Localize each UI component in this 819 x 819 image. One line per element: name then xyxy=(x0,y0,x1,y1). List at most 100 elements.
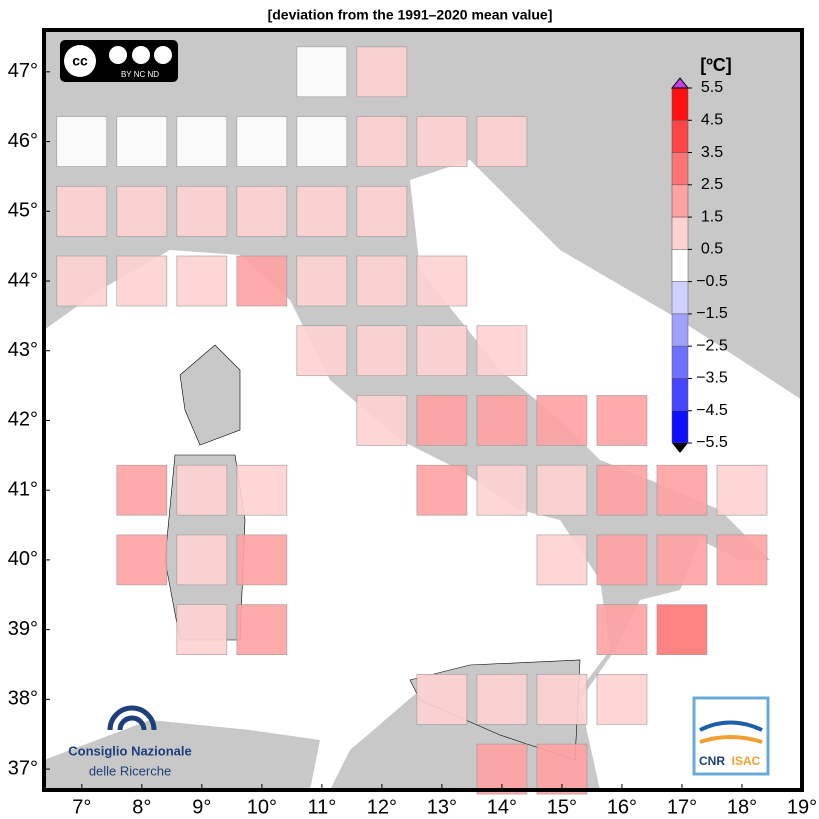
y-tick-label: 45° xyxy=(8,200,38,222)
x-tick-label: 18° xyxy=(727,796,757,818)
cell xyxy=(356,395,408,446)
isac-cnr: CNR xyxy=(699,754,725,768)
cell xyxy=(416,674,468,725)
cell xyxy=(116,185,168,237)
y-tick-label: 44° xyxy=(8,269,38,291)
cell xyxy=(356,255,408,307)
colorbar-label: 3.5 xyxy=(701,144,723,161)
cell xyxy=(656,464,708,516)
colorbar-label: −4.5 xyxy=(696,402,728,419)
colorbar-bin xyxy=(671,345,689,379)
cell xyxy=(236,185,288,237)
cell xyxy=(716,534,768,586)
cc-text: cc xyxy=(72,53,88,69)
cnr-logo: Consiglio Nazionale delle Ricerche xyxy=(68,705,192,778)
colorbar-bin xyxy=(671,87,689,121)
colorbar-bin xyxy=(671,184,689,218)
cell xyxy=(536,464,588,516)
cnr-line2: delle Ricerche xyxy=(89,763,171,778)
cell xyxy=(536,395,588,446)
colorbar-label: −0.5 xyxy=(696,273,728,290)
y-tick-label: 37° xyxy=(8,757,38,779)
x-tick-label: 17° xyxy=(667,796,697,818)
x-tick-label: 14° xyxy=(487,796,517,818)
cell xyxy=(116,116,168,167)
cell xyxy=(416,395,468,446)
y-tick-label: 38° xyxy=(8,688,38,710)
colorbar-bin xyxy=(671,313,689,347)
cnr-line1: Consiglio Nazionale xyxy=(68,743,192,758)
cell xyxy=(656,604,708,655)
colorbar-bin xyxy=(671,249,689,282)
cell xyxy=(596,674,648,725)
isac-text: ISAC xyxy=(732,754,761,768)
cell xyxy=(236,534,288,586)
y-tick-label: 47° xyxy=(8,60,38,82)
x-tick-label: 11° xyxy=(307,796,336,818)
colorbar-label: −2.5 xyxy=(696,337,728,354)
frame xyxy=(42,28,804,792)
cell xyxy=(416,464,468,516)
colorbar-bin xyxy=(671,410,689,444)
isac-logo: CNR ISAC xyxy=(692,696,770,776)
cell xyxy=(716,464,768,516)
cell xyxy=(116,255,168,307)
y-tick-label: 42° xyxy=(8,409,38,431)
x-tick-label: 9° xyxy=(192,796,211,818)
colorbar-title: [ºC] xyxy=(700,55,732,75)
cell xyxy=(596,464,648,516)
cell xyxy=(476,395,528,446)
title: [deviation from the 1991–2020 mean value… xyxy=(268,7,553,23)
cell xyxy=(176,255,228,307)
x-tick-label: 13° xyxy=(427,796,457,818)
colorbar-label: 1.5 xyxy=(701,208,723,225)
cell xyxy=(476,674,528,725)
cell xyxy=(416,116,468,167)
cell xyxy=(296,185,348,237)
north-africa xyxy=(44,720,320,790)
cell xyxy=(116,534,168,586)
cell xyxy=(56,255,108,307)
y-tick-label: 46° xyxy=(8,130,38,152)
cells xyxy=(56,46,768,795)
colorbar-label: −3.5 xyxy=(696,370,728,387)
cell xyxy=(536,534,588,586)
cc-logo: cc BY NC ND xyxy=(60,40,178,82)
cell xyxy=(596,395,648,446)
cell xyxy=(176,604,228,655)
cell xyxy=(416,255,468,307)
cell xyxy=(176,464,228,516)
colorbar-bin xyxy=(671,120,689,153)
cell xyxy=(176,185,228,237)
x-tick-label: 19° xyxy=(787,796,817,818)
y-tick-label: 39° xyxy=(8,618,38,640)
cell xyxy=(536,674,588,725)
cell xyxy=(356,46,408,98)
cell xyxy=(476,116,528,167)
colorbar-bin xyxy=(671,152,689,186)
y-tick-label: 41° xyxy=(8,478,38,500)
cell xyxy=(596,604,648,655)
cell xyxy=(116,464,168,516)
cell xyxy=(656,534,708,586)
cell xyxy=(56,116,108,167)
cell xyxy=(236,116,288,167)
cell xyxy=(416,325,468,377)
cell xyxy=(296,116,348,167)
cell xyxy=(296,46,348,98)
colorbar-bin xyxy=(671,281,689,315)
cell xyxy=(236,464,288,516)
cell xyxy=(176,116,228,167)
colorbar-label: 2.5 xyxy=(701,176,723,193)
cell xyxy=(356,116,408,167)
colorbar-label: 5.5 xyxy=(701,79,723,96)
cell xyxy=(236,255,288,307)
y-tick-label: 40° xyxy=(8,548,38,570)
cell xyxy=(476,464,528,516)
y-tick-label: 43° xyxy=(8,339,38,361)
corsica xyxy=(179,344,241,446)
colorbar-bottom-arrow xyxy=(672,443,688,453)
cell xyxy=(236,604,288,655)
cell xyxy=(296,325,348,377)
